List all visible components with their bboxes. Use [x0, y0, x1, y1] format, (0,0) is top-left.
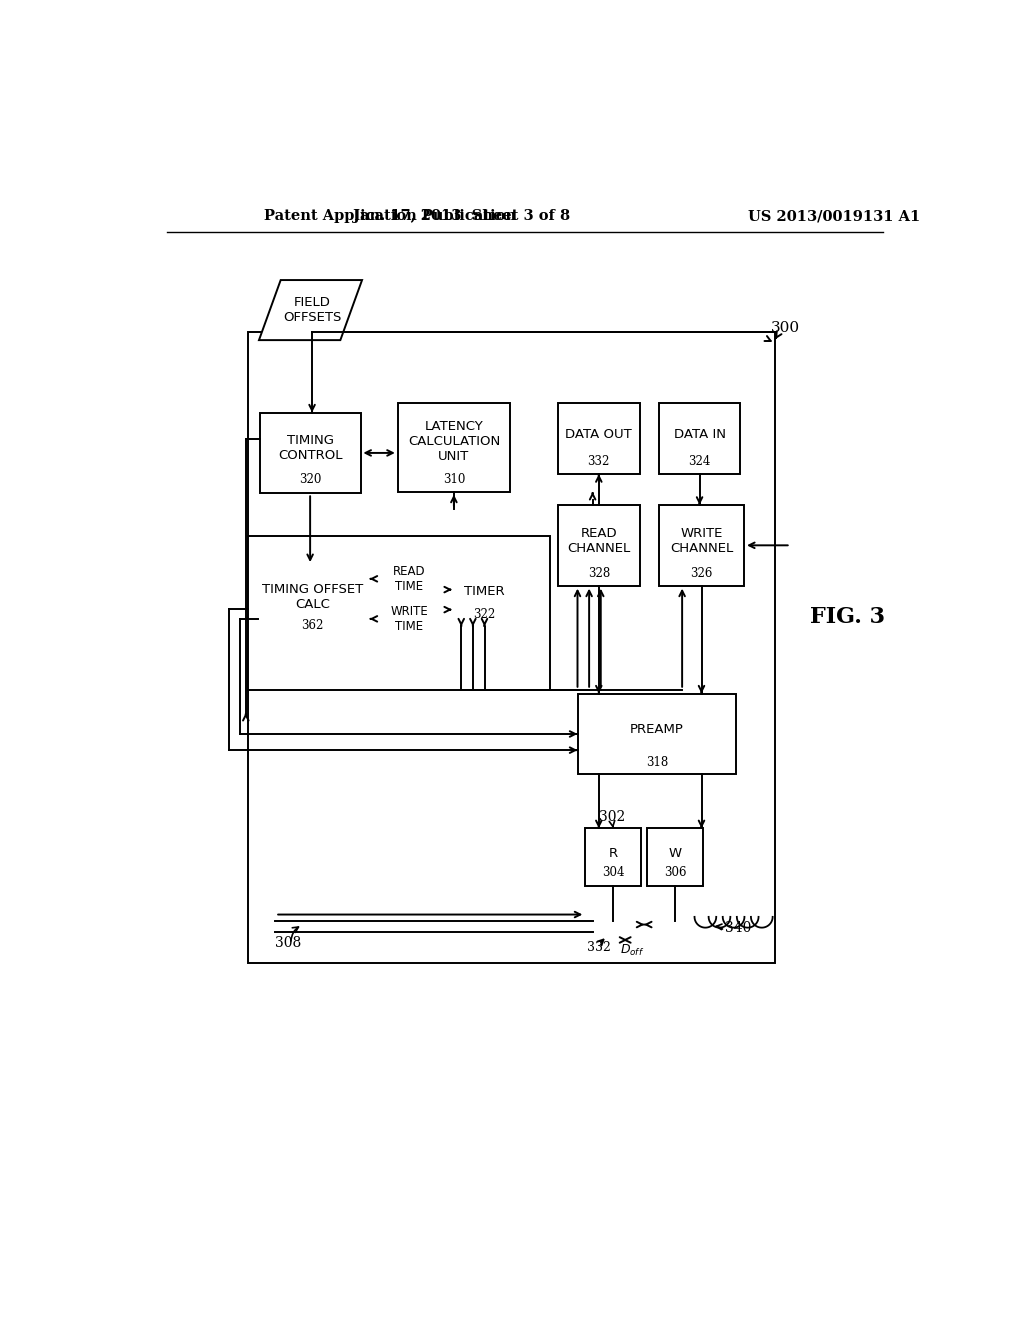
Text: 300: 300: [771, 321, 801, 335]
Text: W: W: [669, 847, 682, 859]
Bar: [578, 693, 736, 775]
Text: 332: 332: [587, 941, 611, 954]
Text: READ
CHANNEL: READ CHANNEL: [567, 527, 631, 554]
Text: LATENCY
CALCULATION
UNIT: LATENCY CALCULATION UNIT: [408, 420, 500, 463]
Bar: [260, 412, 360, 494]
Text: 326: 326: [690, 566, 713, 579]
Text: 308: 308: [275, 936, 301, 950]
Text: 324: 324: [688, 455, 711, 469]
Text: DATA OUT: DATA OUT: [565, 428, 632, 441]
Text: 332: 332: [588, 455, 610, 469]
Polygon shape: [365, 599, 452, 639]
Bar: [658, 506, 744, 586]
Text: 304: 304: [602, 866, 625, 879]
Text: TIMING OFFSET
CALC: TIMING OFFSET CALC: [262, 583, 364, 611]
Text: TIMING
CONTROL: TIMING CONTROL: [278, 434, 342, 462]
Bar: [558, 506, 640, 586]
Bar: [248, 536, 550, 689]
Polygon shape: [259, 280, 362, 341]
Text: R: R: [608, 847, 617, 859]
Bar: [586, 829, 641, 886]
Text: US 2013/0019131 A1: US 2013/0019131 A1: [748, 209, 921, 223]
Text: 322: 322: [473, 607, 496, 620]
Bar: [558, 404, 640, 474]
Text: 306: 306: [664, 866, 686, 879]
Text: 318: 318: [646, 755, 668, 768]
Text: FIELD
OFFSETS: FIELD OFFSETS: [283, 296, 341, 325]
Bar: [248, 331, 775, 964]
Text: 328: 328: [588, 566, 610, 579]
Text: DATA IN: DATA IN: [674, 428, 726, 441]
Text: 362: 362: [301, 619, 324, 632]
Text: WRITE
CHANNEL: WRITE CHANNEL: [670, 527, 733, 554]
Text: 302: 302: [599, 809, 626, 824]
Text: 320: 320: [299, 473, 322, 486]
Bar: [647, 829, 703, 886]
Bar: [658, 404, 740, 474]
Text: Jan. 17, 2013  Sheet 3 of 8: Jan. 17, 2013 Sheet 3 of 8: [352, 209, 569, 223]
Text: TIMER: TIMER: [464, 585, 505, 598]
Text: FIG. 3: FIG. 3: [810, 606, 885, 627]
Text: 340: 340: [725, 921, 752, 936]
Bar: [258, 565, 367, 638]
Bar: [450, 565, 519, 627]
Polygon shape: [365, 558, 452, 599]
Text: READ
TIME: READ TIME: [393, 565, 426, 593]
Text: Patent Application Publication: Patent Application Publication: [263, 209, 516, 223]
Text: 310: 310: [442, 473, 465, 486]
Bar: [397, 404, 510, 492]
Text: WRITE
TIME: WRITE TIME: [390, 605, 428, 632]
Text: $D_{off}$: $D_{off}$: [620, 942, 644, 957]
Text: PREAMP: PREAMP: [630, 723, 684, 735]
